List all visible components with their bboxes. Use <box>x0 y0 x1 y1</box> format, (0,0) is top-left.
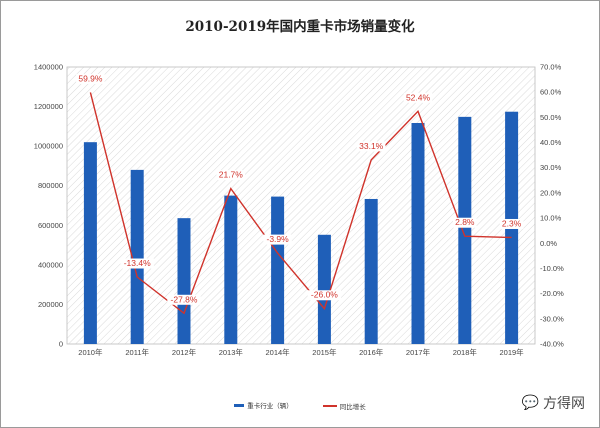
x-tick-label: 2017年 <box>406 347 431 357</box>
y-right-tick-label: 70.0% <box>540 63 562 72</box>
x-axis: 2010年 2011年 2012年 2013年 2014年 2015年 2016年 2017年… <box>78 347 524 357</box>
data-label: 2.8% <box>455 217 475 227</box>
data-label-bg <box>307 290 342 301</box>
bar <box>364 198 378 344</box>
y-right-tick-label: 30.0% <box>540 163 562 172</box>
x-tick-label: 2012年 <box>172 347 197 357</box>
legend: 重卡行业（辆） 同比增长 <box>1 400 599 411</box>
data-label-bg <box>120 258 154 269</box>
bar <box>411 122 425 345</box>
bar <box>271 196 285 344</box>
y-left-tick-label: 0 <box>59 340 63 349</box>
bar <box>317 234 331 344</box>
data-label-bg <box>403 92 433 103</box>
watermark-text: 方得网 <box>543 396 585 412</box>
y-left-tick-label: 600000 <box>38 221 63 230</box>
x-tick-label: 2014年 <box>266 347 291 357</box>
legend-item-bar[interactable]: 重卡行业（辆） <box>234 400 293 410</box>
y-left-axis: 0 200000 400000 600000 800000 1000000 1200000 1… <box>34 63 63 349</box>
bar <box>83 142 97 344</box>
data-label-bg <box>499 218 524 229</box>
growth-data-labels: 59.9% -13.4% -27.8% 21.7% -3.9% -26.0% 33.1% 52… <box>76 73 524 305</box>
data-label: -13.4% <box>124 258 151 268</box>
bar-series <box>83 111 519 345</box>
data-label: -3.9% <box>266 234 289 244</box>
legend-item-line[interactable]: 同比增长 <box>322 401 366 411</box>
y-right-tick-label: 60.0% <box>540 88 562 97</box>
x-tick-label: 2016年 <box>359 347 384 357</box>
y-right-tick-label: -10.0% <box>540 264 564 273</box>
growth-line <box>89 92 512 315</box>
data-label-bg <box>356 141 386 152</box>
wechat-icon: 💬 <box>521 395 539 411</box>
y-right-tick-label: 20.0% <box>540 188 562 197</box>
y-right-tick-label: -30.0% <box>540 314 564 323</box>
y-right-tick-label: -20.0% <box>540 289 564 298</box>
x-tick-label: 2018年 <box>453 347 478 357</box>
chart-title: 2010-2019年国内重卡市场销量变化 <box>185 19 415 35</box>
bar <box>458 116 472 344</box>
x-tick-label: 2019年 <box>500 347 525 357</box>
x-tick-label: 2013年 <box>219 347 244 357</box>
legend-line-swatch <box>322 405 337 407</box>
data-label: 2.3% <box>502 218 522 228</box>
y-left-tick-label: 1000000 <box>34 142 63 151</box>
y-right-tick-label: -40.0% <box>540 340 564 349</box>
y-right-tick-label: 50.0% <box>540 113 562 122</box>
data-label-bg <box>453 217 477 228</box>
plot-area <box>66 66 536 345</box>
data-label-bg <box>76 73 105 84</box>
y-right-tick-label: 10.0% <box>540 214 562 223</box>
data-label: 21.7% <box>219 170 244 180</box>
x-tick-label: 2015年 <box>312 347 337 357</box>
y-right-tick-label: 0.0% <box>540 239 557 248</box>
data-label: 59.9% <box>78 73 103 83</box>
y-left-tick-label: 200000 <box>38 300 63 309</box>
data-label-bg <box>263 234 292 245</box>
y-left-tick-label: 800000 <box>38 181 63 190</box>
y-right-axis: -40.0% -30.0% -20.0% -10.0% 0.0% 10.0% 20.0% 30… <box>540 63 564 349</box>
y-left-tick-label: 1400000 <box>34 63 63 72</box>
bar <box>177 218 191 344</box>
data-label: -26.0% <box>311 290 338 300</box>
watermark: 💬 方得网 <box>522 393 585 413</box>
legend-bar-label: 重卡行业（辆） <box>247 402 293 410</box>
data-label: -27.8% <box>171 294 198 304</box>
y-left-tick-label: 1200000 <box>34 102 63 111</box>
y-left-tick-label: 400000 <box>38 260 63 269</box>
legend-bar-swatch <box>234 403 245 407</box>
x-tick-label: 2011年 <box>125 347 149 357</box>
legend-line-label: 同比增长 <box>339 402 366 411</box>
data-label-bg <box>167 294 201 305</box>
bar <box>224 195 238 344</box>
y-right-tick-label: 40.0% <box>540 138 562 147</box>
data-label-bg <box>216 170 246 181</box>
data-label: 33.1% <box>359 141 384 151</box>
bar <box>130 169 144 344</box>
x-tick-label: 2010年 <box>78 347 103 357</box>
growth-line-series <box>89 92 512 315</box>
data-label: 52.4% <box>406 92 431 102</box>
